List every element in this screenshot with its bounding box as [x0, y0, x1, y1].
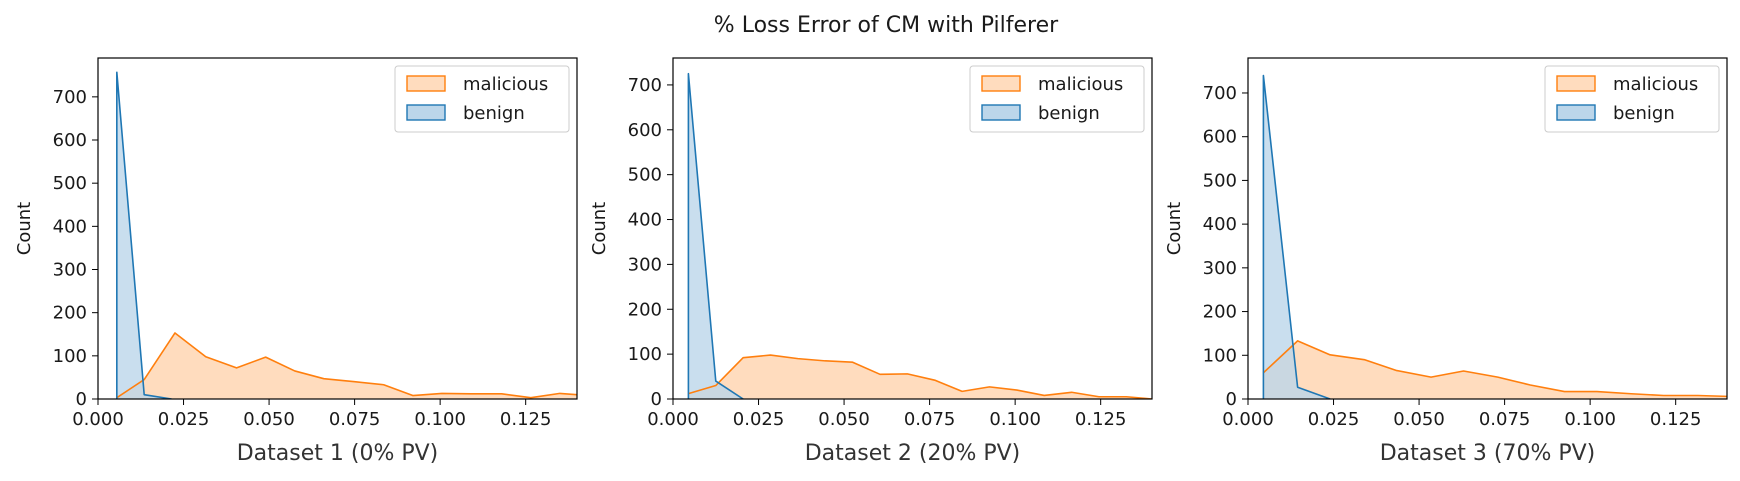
x-tick-label-1-4: 0.100: [414, 409, 466, 430]
legend-swatch-benign-2: [981, 104, 1021, 121]
y-tick-label-2-4: 400: [628, 210, 662, 231]
legend-1: malicious benign: [394, 65, 570, 133]
x-tick-label-1-3: 0.075: [329, 409, 381, 430]
malicious-area-3: [1263, 340, 1727, 399]
x-tick-label-2-2: 0.050: [818, 409, 870, 430]
benign-area-2: [688, 73, 744, 399]
benign-line-1: [116, 71, 172, 399]
y-tick-label-2-2: 200: [628, 299, 662, 320]
y-tick-label-1-0: 0: [76, 389, 87, 410]
x-tick-label-1-5: 0.125: [500, 409, 552, 430]
subplot-3: 0.000 0.025 0.050 0.075 0.100 0.125 0 100 200 300…: [1164, 57, 1728, 466]
y-tick-label-2-5: 500: [628, 165, 662, 186]
y-tick-label-3-1: 100: [1203, 345, 1237, 366]
axes-frame-1: [97, 57, 578, 400]
y-tick-label-1-2: 200: [53, 303, 87, 324]
x-tick-label-3-4: 0.100: [1564, 409, 1616, 430]
y-tick-label-1-4: 400: [53, 216, 87, 237]
y-tick-label-1-5: 500: [53, 173, 87, 194]
y-tick-label-2-0: 0: [651, 389, 662, 410]
x-axis-label-3: Dataset 3 (70% PV): [1380, 441, 1596, 466]
benign-line-2: [687, 72, 744, 399]
legend-3: malicious benign: [1544, 65, 1720, 133]
plot-area-3: [1262, 74, 1727, 399]
legend-swatch-benign-3: [1556, 104, 1596, 121]
malicious-line-2: [688, 354, 1152, 399]
plot-area-2: [687, 72, 1152, 399]
x-axis-label-2: Dataset 2 (20% PV): [805, 441, 1021, 466]
x-tick-label-3-0: 0.000: [1222, 409, 1274, 430]
benign-area-3: [1263, 75, 1331, 399]
x-tick-label-2-1: 0.025: [733, 409, 785, 430]
x-tick-label-2-4: 0.100: [989, 409, 1041, 430]
y-axis-label-2: Count: [589, 202, 610, 255]
y-tick-label-3-4: 400: [1203, 214, 1237, 235]
y-tick-label-3-6: 600: [1203, 127, 1237, 148]
legend-swatch-malicious-3: [1556, 75, 1596, 92]
y-tick-label-2-1: 100: [628, 344, 662, 365]
y-tick-label-1-7: 700: [53, 87, 87, 108]
subplot-2: 0.000 0.025 0.050 0.075 0.100 0.125 0 100 200 300…: [589, 57, 1153, 466]
x-tick-label-1-1: 0.025: [158, 409, 210, 430]
y-axis-label-1: Count: [14, 202, 35, 255]
y-tick-label-2-7: 700: [628, 75, 662, 96]
y-tick-label-1-6: 600: [53, 130, 87, 151]
subplot-1: 0.000 0.025 0.050 0.075 0.100 0.125 0 100 200 300…: [14, 57, 578, 466]
legend-label-malicious-2: malicious: [1038, 74, 1123, 95]
axes-frame-3: [1247, 57, 1728, 400]
benign-area-1: [116, 72, 172, 399]
legend-label-malicious-1: malicious: [463, 74, 548, 95]
y-tick-label-3-7: 700: [1203, 83, 1237, 104]
legend-swatch-malicious-1: [406, 75, 446, 92]
y-tick-label-1-3: 300: [53, 260, 87, 281]
x-tick-label-2-0: 0.000: [647, 409, 699, 430]
benign-line-3: [1262, 74, 1331, 399]
y-tick-label-1-1: 100: [53, 346, 87, 367]
x-tick-label-2-5: 0.125: [1075, 409, 1127, 430]
legend-label-malicious-3: malicious: [1613, 74, 1698, 95]
x-tick-label-3-3: 0.075: [1479, 409, 1531, 430]
y-tick-label-3-5: 500: [1203, 170, 1237, 191]
x-tick-label-2-3: 0.075: [904, 409, 956, 430]
legend-2: malicious benign: [969, 65, 1145, 133]
y-tick-label-2-3: 300: [628, 254, 662, 275]
figure-title: % Loss Error of CM with Pilferer: [714, 13, 1059, 38]
x-tick-label-3-5: 0.125: [1650, 409, 1702, 430]
legend-label-benign-2: benign: [1038, 103, 1100, 124]
plot-area-1: [116, 71, 577, 399]
malicious-line-3: [1262, 340, 1727, 398]
subplots: 0.000 0.025 0.050 0.075 0.100 0.125 0 100 200 300…: [14, 57, 1728, 466]
x-axis-label-1: Dataset 1 (0% PV): [237, 441, 439, 466]
y-axis-label-3: Count: [1164, 202, 1185, 255]
y-tick-label-2-6: 600: [628, 120, 662, 141]
y-tick-label-3-3: 300: [1203, 258, 1237, 279]
malicious-line-1: [116, 332, 577, 399]
legend-swatch-malicious-2: [981, 75, 1021, 92]
legend-label-benign-1: benign: [463, 103, 525, 124]
y-tick-label-3-2: 200: [1203, 302, 1237, 323]
x-tick-label-3-2: 0.050: [1393, 409, 1445, 430]
x-tick-label-3-1: 0.025: [1308, 409, 1360, 430]
x-tick-label-1-2: 0.050: [243, 409, 295, 430]
x-tick-label-1-0: 0.000: [72, 409, 124, 430]
axes-frame-2: [672, 57, 1153, 400]
malicious-area-1: [116, 332, 577, 399]
y-tick-label-3-0: 0: [1226, 389, 1237, 410]
legend-swatch-benign-1: [406, 104, 446, 121]
legend-label-benign-3: benign: [1613, 103, 1675, 124]
